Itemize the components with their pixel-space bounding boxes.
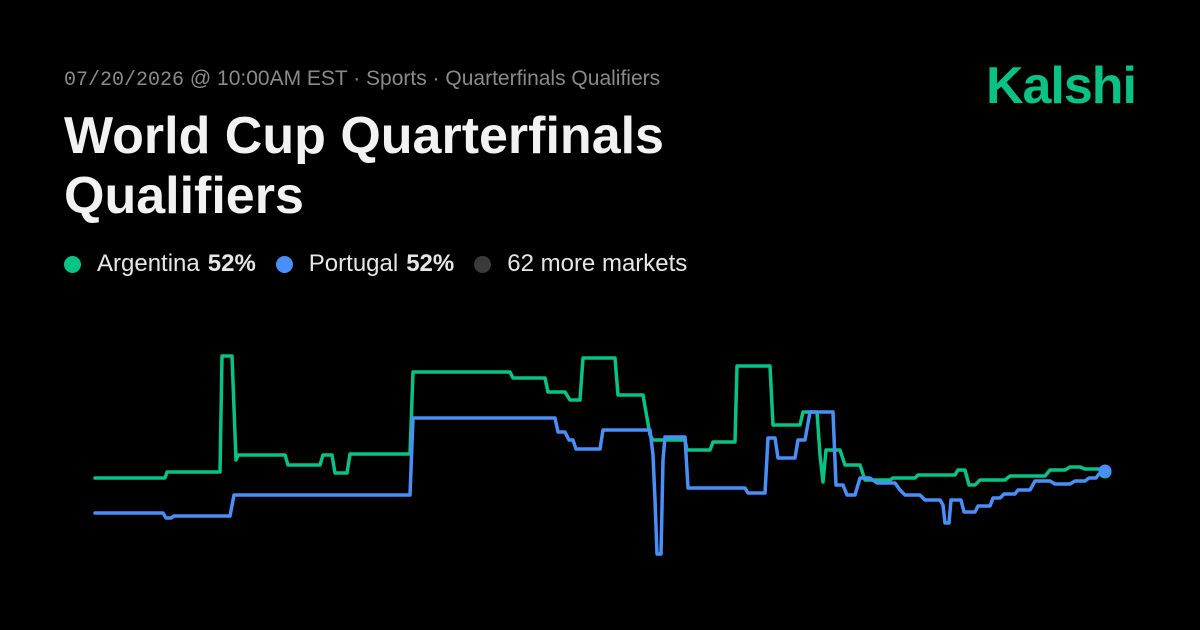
legend-item-argentina[interactable]: Argentina 52% (64, 250, 256, 278)
argentina-dot-icon (64, 255, 81, 273)
chart-legend: Argentina 52% Portugal 52% 62 more marke… (64, 250, 707, 278)
legend-label-argentina: Argentina (97, 250, 200, 277)
series-line-portugal (93, 410, 1107, 556)
kalshi-logo: Kalshi (985, 57, 1137, 115)
market-meta: 07/20/2026 @ 10:00AM EST · Sports · Quar… (64, 67, 660, 92)
legend-label-portugal: Portugal (308, 250, 399, 277)
legend-value-portugal: 52% (406, 250, 455, 277)
market-date: 07/20/2026 (64, 69, 185, 92)
series-line-argentina (93, 354, 1107, 487)
market-meta-rest: @ 10:00AM EST · Sports · Quarterfinals Q… (184, 67, 661, 90)
page-title: World Cup Quarterfinals Qualifiers (64, 107, 664, 225)
series-endpoint-portugal[interactable] (1098, 464, 1112, 478)
legend-label-more-markets: 62 more markets (507, 250, 688, 277)
legend-value-argentina: 52% (207, 250, 256, 277)
legend-item-portugal[interactable]: Portugal 52% (275, 250, 455, 278)
legend-item-more-markets[interactable]: 62 more markets (474, 250, 687, 278)
portugal-dot-icon (275, 255, 293, 273)
more-markets-dot-icon (474, 255, 492, 273)
